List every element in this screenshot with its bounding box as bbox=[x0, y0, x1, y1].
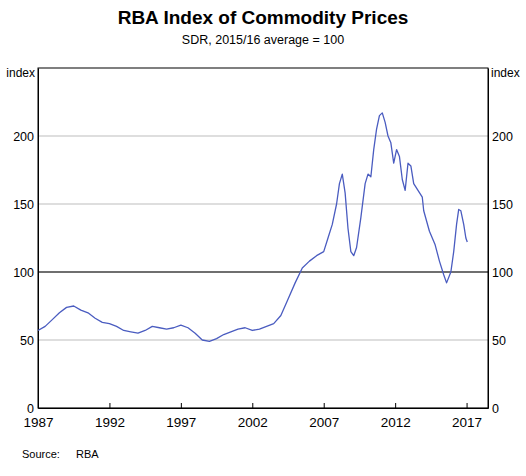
tick: 200 bbox=[488, 130, 513, 144]
tick: 100 bbox=[13, 266, 38, 280]
tick-label: 2017 bbox=[452, 415, 482, 430]
tick-mark bbox=[109, 403, 110, 408]
tick-label: 0 bbox=[492, 402, 499, 416]
tick: 2007 bbox=[309, 403, 339, 430]
tick-label: 100 bbox=[492, 266, 513, 280]
tick-label: 2012 bbox=[381, 415, 411, 430]
y-axis-right: 0 50 100 150 200 bbox=[488, 69, 513, 416]
tick-label: 1987 bbox=[23, 415, 53, 430]
tick: 50 bbox=[488, 334, 506, 348]
tick-label: 100 bbox=[13, 266, 34, 280]
tick-label: 50 bbox=[20, 334, 34, 348]
tick: 2012 bbox=[381, 403, 411, 430]
data-line bbox=[38, 113, 467, 341]
y-axis-label-right: index bbox=[491, 66, 520, 80]
tick-mark bbox=[324, 403, 325, 408]
tick: 150 bbox=[488, 198, 513, 212]
tick-label: 1992 bbox=[95, 415, 125, 430]
tick-label: 50 bbox=[492, 334, 506, 348]
title: RBA Index of Commodity Prices bbox=[118, 7, 409, 28]
tick: 200 bbox=[13, 130, 38, 144]
axis-line bbox=[39, 408, 489, 409]
reference-line bbox=[38, 271, 488, 272]
tick-label: 1997 bbox=[166, 415, 196, 430]
tick-label: 2002 bbox=[238, 415, 268, 430]
tick: 100 bbox=[488, 266, 513, 280]
tick-label: 150 bbox=[13, 198, 34, 212]
tick-mark bbox=[181, 403, 182, 408]
tick-label: 0 bbox=[27, 402, 34, 416]
grid bbox=[38, 136, 488, 408]
tick: 1997 bbox=[166, 403, 196, 430]
grid-line bbox=[38, 204, 488, 205]
tick-mark bbox=[395, 403, 396, 408]
tick: 0 bbox=[27, 402, 38, 416]
tick: 1992 bbox=[95, 403, 125, 430]
source-label: Source: bbox=[22, 448, 60, 460]
tick: 50 bbox=[20, 334, 38, 348]
tick: 150 bbox=[13, 198, 38, 212]
plot-frame bbox=[38, 68, 488, 408]
y-axis-label: index bbox=[6, 66, 35, 80]
tick-label: 150 bbox=[492, 198, 513, 212]
axis-line bbox=[488, 69, 489, 409]
grid-line bbox=[38, 340, 488, 341]
plot-area bbox=[38, 113, 467, 341]
tick: 2017 bbox=[452, 403, 482, 430]
grid-line bbox=[38, 136, 488, 137]
y-axis-left: 0 50 100 150 200 bbox=[13, 69, 38, 416]
x-axis: 1987 1992 1997 2002 2007 2012 2017 bbox=[23, 403, 488, 430]
chart: RBA Index of Commodity Prices SDR, 2015/1… bbox=[0, 0, 526, 476]
tick-label: 2007 bbox=[309, 415, 339, 430]
source: RBA bbox=[76, 448, 99, 460]
tick: 2002 bbox=[238, 403, 268, 430]
tick: 0 bbox=[488, 402, 499, 416]
tick-mark bbox=[252, 403, 253, 408]
grid-line bbox=[38, 272, 488, 273]
tick-mark bbox=[467, 403, 468, 408]
subtitle: SDR, 2015/16 average = 100 bbox=[182, 33, 344, 47]
axis-line bbox=[38, 69, 39, 409]
tick-label: 200 bbox=[492, 130, 513, 144]
tick-label: 200 bbox=[13, 130, 34, 144]
